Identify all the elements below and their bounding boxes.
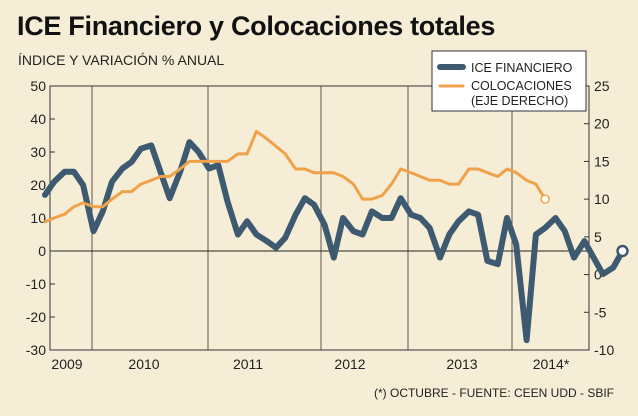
legend-box [431, 50, 587, 112]
y-left-tick-label: 20 [30, 177, 46, 193]
y-left-tick-label: -30 [26, 342, 46, 358]
colocaciones-line [43, 129, 547, 224]
x-tick-label: 2012 [334, 356, 365, 372]
y-right-tick-label: 10 [594, 191, 610, 207]
x-tick-label: 2011 [233, 356, 263, 372]
legend-label-colocaciones-line1: COLOCACIONES [471, 79, 572, 93]
chart-title: ICE Financiero y Colocaciones totales [17, 11, 496, 41]
y-right-tick-label: 5 [594, 229, 602, 245]
y-left-tick-label: 0 [38, 243, 46, 259]
y-left-tick-label: -20 [26, 309, 46, 325]
ice-financiero-line [42, 139, 626, 344]
legend-label-colocaciones-line2: (EJE DERECHO) [471, 94, 568, 108]
source-footnote: (*) OCTUBRE - FUENTE: CEEN UDD - SBIF [373, 386, 614, 400]
y-left-tick-label: -10 [26, 276, 46, 292]
x-tick-label: 2009 [51, 356, 82, 372]
y-left-tick-label: 30 [30, 144, 46, 160]
y-right-tick-label: 25 [594, 78, 610, 94]
legend-label-ice: ICE FINANCIERO [471, 61, 573, 75]
y-left-tick-label: 40 [30, 111, 46, 127]
y-left-tick-label: 50 [30, 78, 46, 94]
colocaciones-end-marker [540, 194, 550, 204]
chart-subtitle: ÍNDICE Y VARIACIÓN % ANUAL [18, 52, 225, 68]
y-left-tick-label: 10 [30, 210, 46, 226]
y-right-tick-label: 20 [594, 116, 610, 132]
x-tick-label: 2010 [128, 356, 159, 372]
y-right-tick-label: 0 [594, 267, 602, 283]
ice-end-marker [616, 244, 629, 258]
x-tick-label: 2014* [533, 356, 570, 372]
y-right-tick-label: -5 [594, 304, 607, 320]
y-right-tick-label: 15 [594, 153, 610, 169]
y-right-tick-label: -10 [594, 342, 614, 358]
x-tick-label: 2013 [446, 356, 477, 372]
